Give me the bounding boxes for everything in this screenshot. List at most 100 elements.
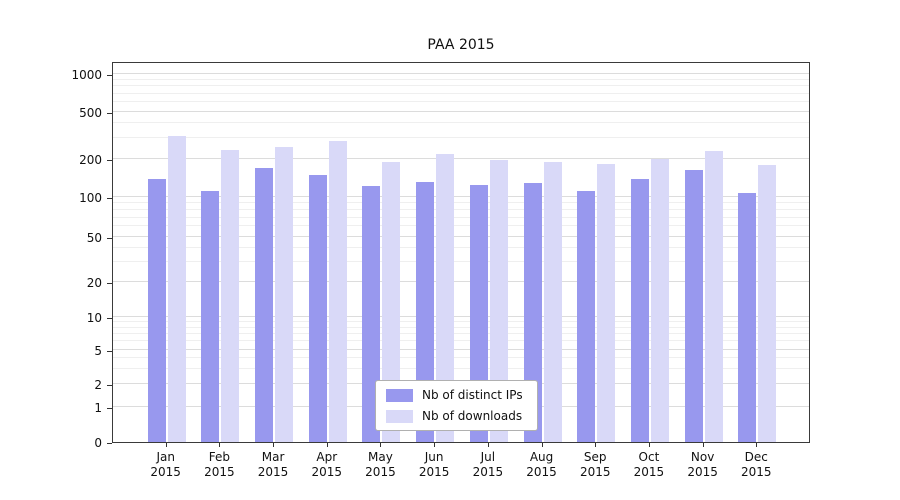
x-tick-label-mar: Mar 2015 (241, 450, 305, 480)
major-gridline-y-100 (113, 195, 809, 197)
legend-item-distinct-ips: Nb of distinct IPs (386, 388, 523, 402)
major-gridline-y-10 (113, 315, 809, 317)
bar-ips-jun (416, 182, 434, 442)
x-tick-mark (648, 443, 650, 447)
x-tick-label-dec: Dec 2015 (724, 450, 788, 480)
minor-gridline-y-6 (113, 340, 809, 342)
legend-swatch-downloads (386, 409, 413, 423)
x-tick-year: 2015 (365, 465, 396, 479)
x-tick-year: 2015 (741, 465, 772, 479)
y-tick-label-5: 5 (94, 344, 102, 358)
x-tick-year: 2015 (687, 465, 718, 479)
x-tick-mark (434, 443, 436, 447)
bar-downloads-mar (275, 147, 293, 442)
minor-gridline-y-800 (113, 85, 809, 87)
major-gridline-y-20 (113, 280, 809, 282)
y-tick-label-2: 2 (94, 377, 102, 392)
bar-downloads-feb (221, 150, 239, 442)
y-tick-mark (107, 317, 112, 319)
bar-downloads-apr (329, 141, 347, 442)
x-tick-mark (273, 443, 275, 447)
bar-ips-jul (470, 185, 488, 442)
x-tick-label-nov: Nov 2015 (671, 450, 735, 480)
minor-gridline-y-40 (113, 246, 809, 248)
minor-gridline-y-700 (113, 92, 809, 94)
y-tick-mark (107, 238, 112, 240)
major-gridline-y-1000 (113, 73, 809, 74)
y-tick-label-0: 0 (94, 436, 102, 450)
minor-gridline-y-400 (113, 122, 809, 124)
bar-ips-feb (201, 191, 219, 442)
legend-label-downloads: Nb of downloads (422, 409, 523, 423)
x-tick-mark (326, 443, 328, 447)
x-tick-year: 2015 (579, 465, 611, 479)
x-tick-year: 2015 (150, 465, 181, 479)
bar-ips-mar (255, 168, 273, 442)
x-tick-label-apr: Apr 2015 (295, 450, 359, 480)
bar-downloads-oct (651, 159, 669, 442)
x-tick-year: 2015 (633, 465, 665, 479)
bar-ips-dec (738, 193, 756, 442)
bar-downloads-sep (597, 164, 615, 442)
y-tick-mark (107, 75, 112, 76)
x-tick-label-oct: Oct 2015 (617, 450, 681, 480)
y-tick-mark (107, 160, 112, 161)
y-tick-mark (107, 351, 112, 352)
minor-gridline-y-80 (113, 208, 809, 210)
minor-gridline-y-4 (113, 357, 809, 359)
bar-ips-jan (148, 179, 166, 442)
chart-title: PAA 2015 (427, 37, 495, 53)
bar-ips-oct (631, 179, 649, 442)
x-tick-label-sep: Sep 2015 (563, 450, 627, 480)
bar-downloads-jan (168, 136, 186, 442)
bar-ips-nov (685, 170, 703, 442)
legend-item-downloads: Nb of downloads (386, 409, 523, 423)
x-tick-year: 2015 (257, 465, 289, 479)
minor-gridline-y-8 (113, 326, 809, 328)
minor-gridline-y-30 (113, 261, 809, 263)
bar-downloads-dec (758, 165, 776, 442)
bar-ips-apr (309, 175, 327, 442)
minor-gridline-y-600 (113, 100, 809, 102)
y-tick-mark (107, 384, 112, 386)
y-tick-label-50: 50 (86, 231, 102, 246)
minor-gridline-y-9 (113, 320, 809, 322)
y-tick-label-200: 200 (79, 153, 102, 167)
y-tick-mark (107, 443, 112, 444)
minor-gridline-y-60 (113, 225, 809, 227)
x-tick-label-aug: Aug 2015 (510, 450, 574, 480)
x-tick-label-feb: Feb 2015 (187, 450, 251, 480)
y-tick-label-10: 10 (86, 310, 102, 325)
y-tick-label-1000: 1000 (71, 68, 102, 82)
y-tick-label-500: 500 (79, 105, 102, 120)
x-tick-mark (702, 443, 704, 447)
y-tick-mark (107, 112, 112, 114)
major-gridline-y-500 (113, 110, 809, 112)
x-tick-year: 2015 (204, 465, 235, 479)
x-tick-label-jun: Jun 2015 (402, 450, 466, 480)
major-gridline-y-50 (113, 236, 809, 238)
minor-gridline-y-300 (113, 137, 809, 139)
legend-swatch-distinct-ips (386, 388, 413, 402)
plot-area: Nb of distinct IPs Nb of downloads (112, 62, 810, 443)
x-tick-mark (380, 443, 382, 447)
bar-downloads-jul (490, 160, 508, 442)
major-gridline-y-5 (113, 349, 809, 350)
x-tick-label-may: May 2015 (348, 450, 412, 480)
x-tick-mark (541, 443, 543, 447)
bar-downloads-may (382, 162, 400, 442)
minor-gridline-y-70 (113, 216, 809, 218)
y-tick-label-20: 20 (86, 275, 102, 290)
legend-label-distinct-ips: Nb of distinct IPs (422, 388, 523, 402)
y-tick-mark (107, 197, 112, 199)
y-tick-mark (107, 408, 112, 410)
major-gridline-y-200 (113, 158, 809, 160)
x-tick-mark (595, 443, 597, 447)
y-tick-label-1: 1 (94, 401, 102, 416)
bar-downloads-nov (705, 151, 723, 442)
x-tick-mark (165, 443, 167, 447)
minor-gridline-y-900 (113, 78, 809, 80)
x-tick-mark (219, 443, 221, 447)
x-tick-mark (487, 443, 489, 447)
